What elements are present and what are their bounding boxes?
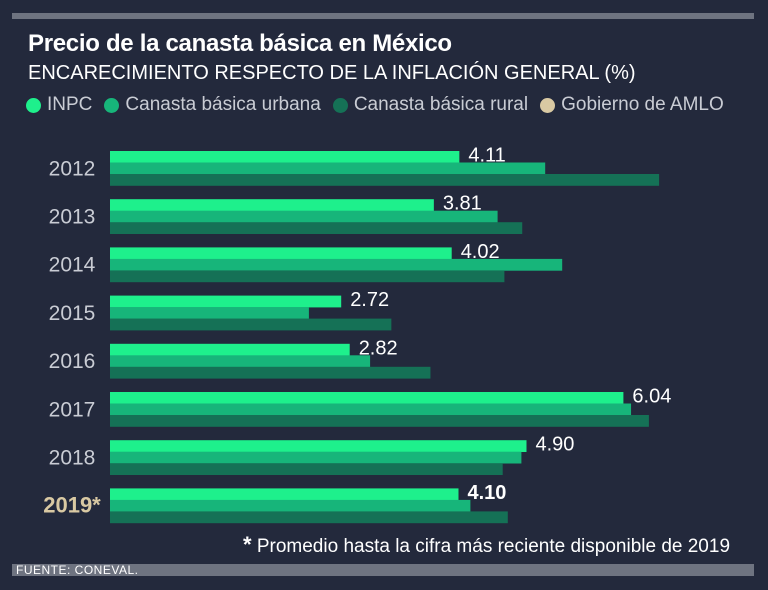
bar-2014-1 [110,258,563,271]
category-label-2019: 2019* [43,493,101,518]
data-label-2014: 4.02 [461,241,500,263]
bar-2013-2 [110,222,523,234]
data-label-2012: 4.11 [468,145,505,167]
source-note: FUENTE: CONEVAL. [16,563,139,577]
bar-2016-2 [110,366,431,379]
legend-item-rural: Canasta básica rural [332,94,529,116]
legend-dot-urban-icon [104,97,120,113]
footnote: * Promedio hasta la cifra más reciente d… [243,532,730,558]
footnote-text: Promedio hasta la cifra más reciente dis… [256,536,731,557]
bar-2017-0 [110,392,624,404]
data-label-2013: 3.81 [443,193,482,215]
category-label-2018: 2018 [49,446,96,469]
bar-2014-0 [110,247,452,260]
bar-2018-2 [110,463,503,475]
legend-dot-rural-icon [332,97,348,113]
legend-item-amlo: Gobierno de AMLO [540,94,724,116]
category-label-2016: 2016 [49,350,96,373]
bar-2016-0 [110,343,350,356]
legend-dot-inpc-icon [26,97,41,113]
data-label-2015: 2.72 [350,289,389,311]
legend-dot-amlo-icon [540,97,556,113]
bar-2018-1 [110,451,522,464]
bar-2017-2 [110,415,649,427]
bar-2019-0 [110,488,459,501]
bar-2019-1 [110,499,471,512]
legend-label: INPC [47,94,93,115]
bar-2012-2 [110,174,660,186]
bar-2013-1 [110,210,498,223]
bar-2016-1 [110,355,371,368]
data-label-2019: 4.10 [468,482,507,504]
legend-label: Canasta básica urbana [125,94,321,115]
bottom-rule [12,564,754,576]
bar-2017-1 [110,403,632,416]
legend: INPC Canasta básica urbana Canasta básic… [26,94,736,116]
bar-2015-1 [110,307,309,319]
data-label-2016: 2.82 [359,337,398,359]
category-label-2013: 2013 [49,205,96,228]
data-label-2017: 6.04 [632,386,671,408]
category-label-2012: 2012 [49,157,96,180]
bar-2013-0 [110,199,434,211]
bar-2012-1 [110,162,546,175]
bar-2018-0 [110,440,527,452]
category-label-2014: 2014 [49,254,96,277]
top-rule [12,13,754,19]
chart-subtitle: ENCARECIMIENTO RESPECTO DE LA INFLACIÓN … [28,62,636,84]
legend-label: Gobierno de AMLO [561,94,724,115]
chart-title: Precio de la canasta básica en México [28,30,452,57]
data-label-2018: 4.90 [536,434,575,456]
footnote-star: * [243,532,252,557]
legend-item-urban: Canasta básica urbana [104,94,321,116]
bar-2019-2 [110,511,508,524]
bar-2015-0 [110,295,342,308]
bar-2015-2 [110,318,392,331]
bar-2012-0 [110,151,460,163]
legend-item-inpc: INPC [26,94,92,116]
category-label-2015: 2015 [49,302,96,325]
bar-2014-2 [110,270,505,283]
legend-label: Canasta básica rural [353,94,529,115]
category-label-2017: 2017 [49,398,96,421]
